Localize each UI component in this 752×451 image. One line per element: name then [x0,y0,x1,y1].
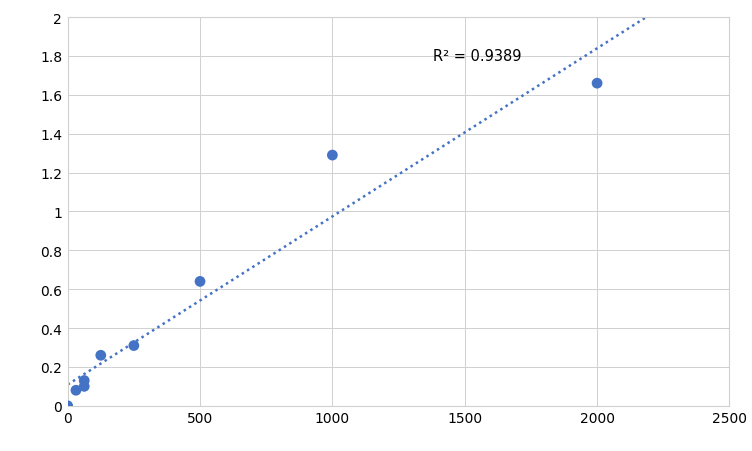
Point [62,402,74,410]
Point [326,152,338,159]
Point [128,342,140,350]
Point [78,377,90,384]
Point [78,383,90,390]
Point [70,387,82,394]
Point [194,278,206,285]
Point [591,80,603,87]
Point [95,352,107,359]
Text: R² = 0.9389: R² = 0.9389 [433,49,521,64]
